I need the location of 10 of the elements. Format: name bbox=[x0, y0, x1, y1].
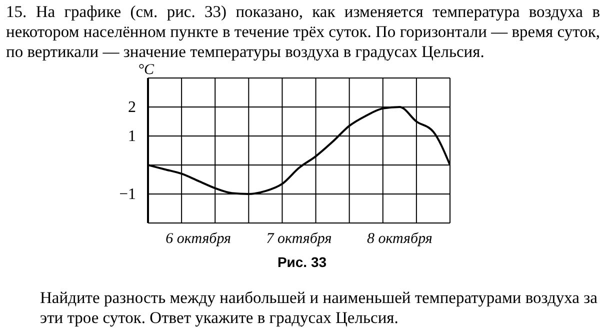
y-tick-label: −1 bbox=[118, 186, 136, 203]
x-tick-label: 6 октября bbox=[166, 231, 232, 247]
y-tick-label: 1 bbox=[128, 128, 136, 145]
y-axis-title: °C bbox=[138, 62, 154, 79]
y-tick-label: 2 bbox=[128, 99, 136, 116]
x-tick-label: 7 октября bbox=[266, 231, 332, 247]
chart-title: 15. На графике (см. рис. 33) показано, как изменяется температура воздуха в некотором населённом пункте в течение трёх суток. По горизонтали — время суток, по вертикали — значение температуры воздуха в градусах Цельсия. bbox=[6, 2, 600, 62]
x-tick-label: 8 октября bbox=[366, 231, 432, 247]
text: Рис. 33 bbox=[276, 254, 328, 270]
text: Найдите разность между наибольшей и наименьшей температурами воздуха за эти трое суток. Ответ укажите в градусах Цельсия. bbox=[40, 288, 598, 328]
